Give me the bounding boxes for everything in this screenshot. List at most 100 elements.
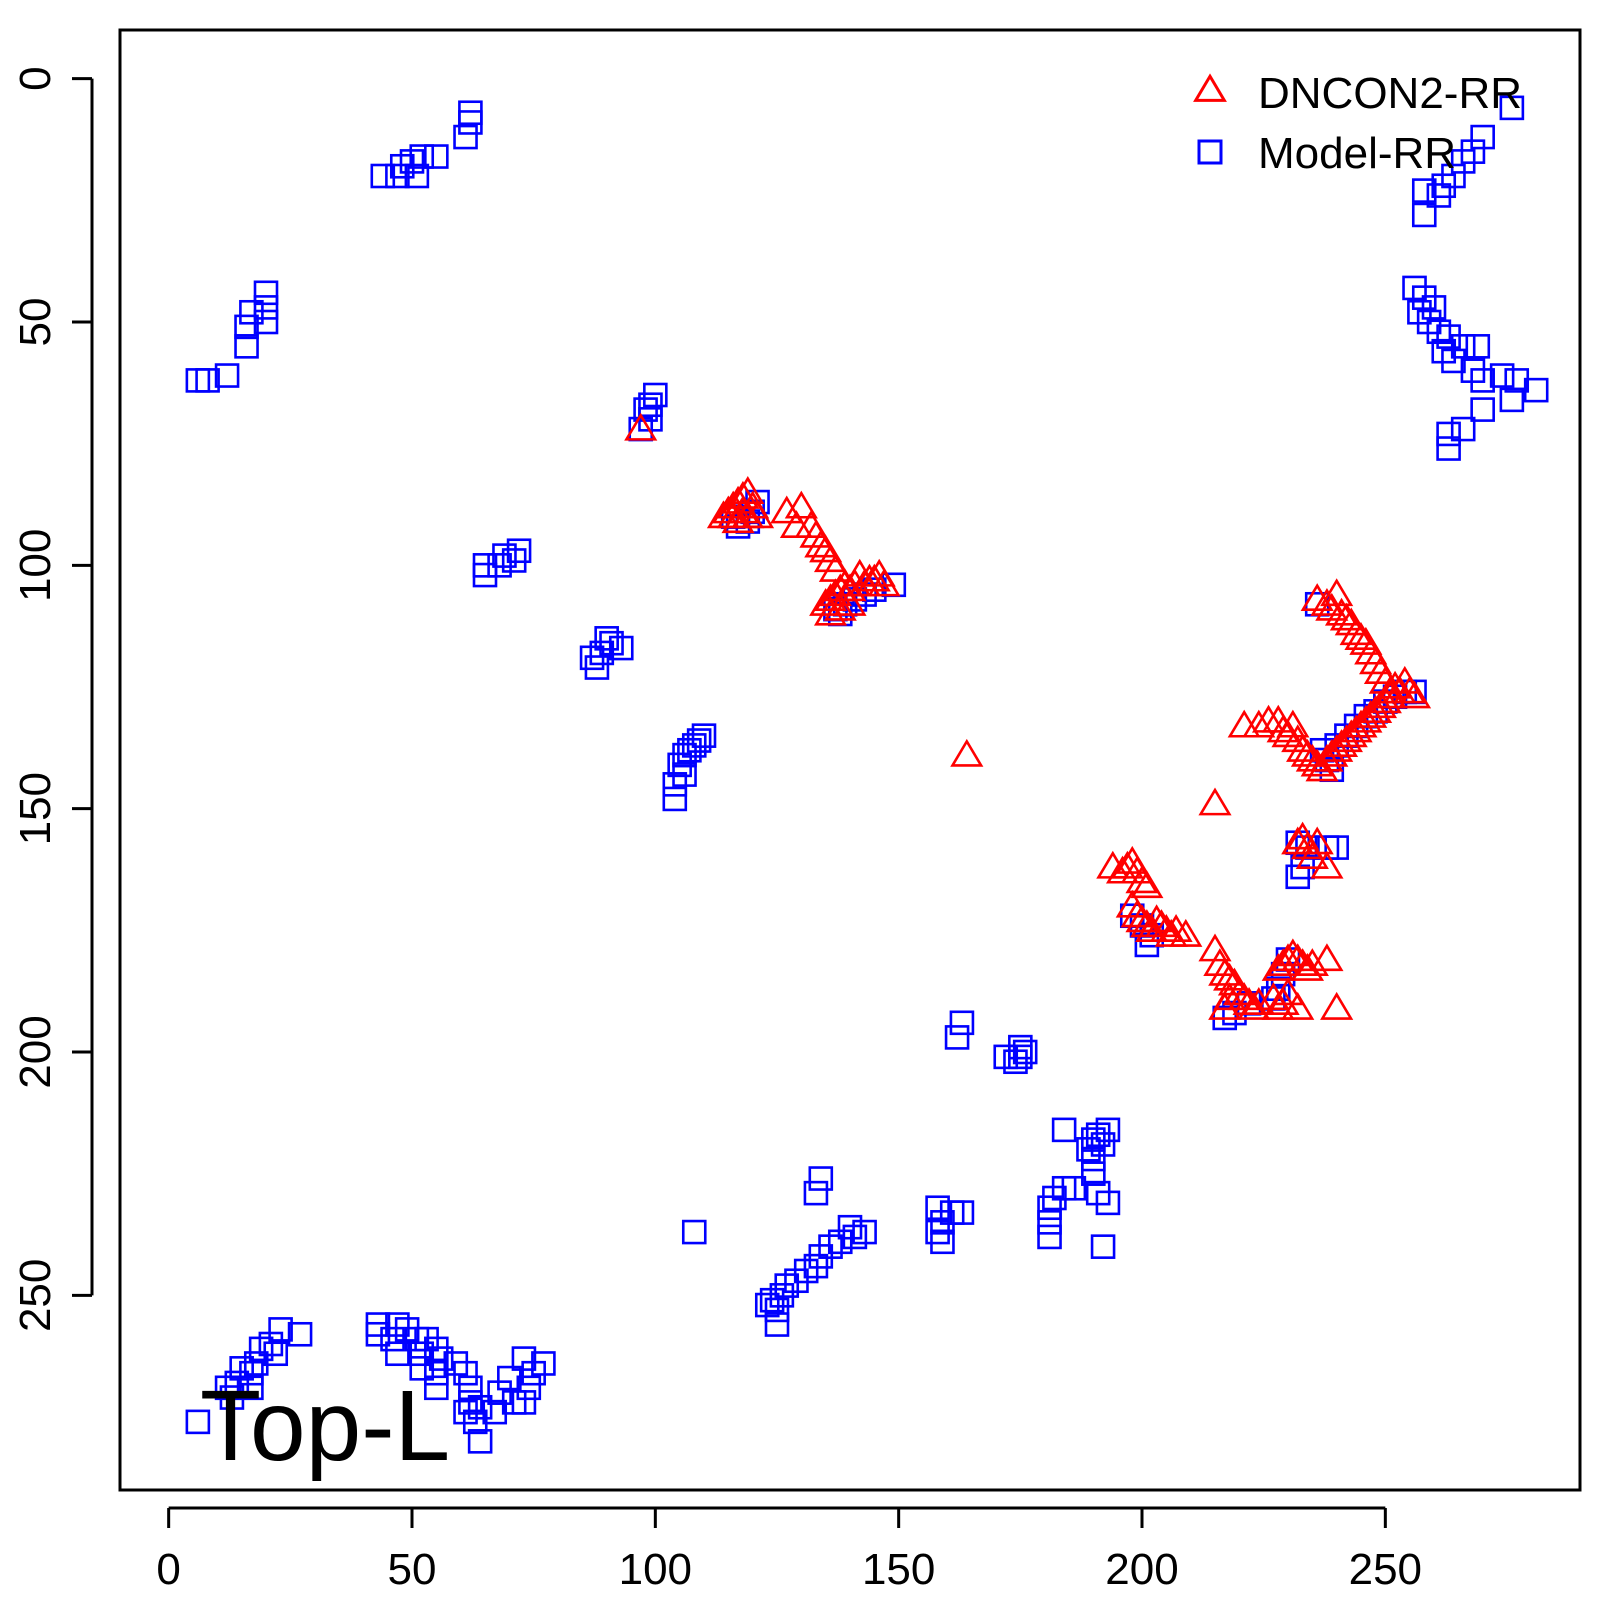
y-tick-label: 200	[11, 1015, 60, 1088]
dncon2-rr-point	[848, 568, 882, 597]
model-rr-point	[1095, 1117, 1121, 1143]
model-rr-point	[214, 363, 240, 388]
model-rr-point	[185, 1409, 211, 1435]
dncon2-rr-point	[1329, 724, 1363, 753]
dncon2-rr-point	[1310, 587, 1344, 616]
dncon2-rr-point	[1281, 991, 1315, 1020]
model-rr-point	[842, 1224, 868, 1250]
dncon2-rr-point	[857, 563, 891, 592]
dncon2-rr-point	[1281, 826, 1315, 855]
dncon2-rr-point	[1295, 841, 1329, 869]
dncon2-rr-point	[1373, 680, 1407, 709]
dncon2-rr-point	[1213, 982, 1247, 1011]
model-rr-point	[1008, 1034, 1033, 1060]
model-rr-point	[472, 562, 498, 588]
dncon2-rr-point	[1329, 602, 1363, 631]
model-rr-point	[1450, 416, 1476, 442]
dncon2-rr-point	[784, 490, 818, 519]
model-rr-point	[1037, 1195, 1062, 1221]
model-rr-point	[1411, 202, 1437, 228]
model-rr-point	[764, 1312, 790, 1337]
model-rr-point	[930, 1229, 955, 1255]
data-points	[185, 95, 1549, 1454]
model-rr-point	[219, 1385, 245, 1410]
model-rr-point	[453, 124, 478, 150]
model-rr-point	[458, 110, 483, 135]
dncon2-rr-point	[1242, 987, 1276, 1015]
model-rr-point	[764, 1297, 790, 1323]
x-tick-label: 200	[1105, 1545, 1178, 1594]
model-rr-point	[1090, 1234, 1116, 1259]
dncon2-rr-point	[1130, 870, 1164, 899]
dncon2-rr-point	[950, 738, 984, 767]
y-axis: 0 50 100 150 200 250	[11, 66, 94, 1332]
y-tick-label: 0	[11, 66, 60, 90]
model-rr-point	[404, 163, 430, 189]
model-rr-point	[584, 655, 610, 680]
model-rr-point	[253, 295, 279, 320]
legend-marker-triangle	[1193, 73, 1227, 102]
dncon2-rr-point	[1344, 622, 1378, 650]
dncon2-rr-point	[1159, 914, 1193, 942]
model-rr-point	[1095, 1190, 1121, 1216]
dncon2-rr-point	[1169, 918, 1203, 947]
x-tick-label: 50	[388, 1545, 437, 1594]
y-tick-label: 50	[11, 298, 60, 347]
dncon2-rr-point	[726, 495, 760, 524]
model-rr-point	[482, 1399, 508, 1425]
dncon2-rr-point	[1334, 719, 1368, 748]
dncon2-rr-point	[1359, 695, 1393, 723]
model-rr-point	[638, 392, 663, 418]
model-rr-point	[467, 1394, 493, 1420]
dncon2-rr-point	[1266, 714, 1300, 743]
model-rr-point	[803, 1180, 829, 1206]
dncon2-rr-point	[1310, 943, 1344, 972]
model-rr-point	[1037, 1224, 1062, 1250]
top-l-annotation: Top-L	[200, 1370, 450, 1482]
model-rr-point	[467, 1429, 493, 1454]
dncon2-rr-point	[1310, 743, 1344, 772]
model-rr-point	[248, 1336, 274, 1362]
dncon2-rr-point	[716, 500, 750, 529]
dncon2-rr-point	[1242, 709, 1276, 738]
x-tick-label: 150	[862, 1545, 935, 1594]
model-rr-point	[1489, 363, 1515, 388]
model-rr-point	[385, 1341, 410, 1367]
model-rr-point	[1037, 1210, 1062, 1235]
dncon2-rr-point	[1320, 991, 1354, 1020]
legend: DNCON2-RR Model-RR	[1193, 69, 1522, 178]
plot-frame	[118, 28, 1582, 1492]
model-rr-point	[1081, 1161, 1106, 1186]
model-rr-point	[1012, 1039, 1038, 1065]
dncon2-rr-point	[1315, 738, 1349, 767]
model-rr-point	[662, 786, 688, 812]
y-tick-label: 100	[11, 529, 60, 602]
dncon2-rr-point	[1368, 685, 1402, 714]
dncon2-rr-point	[1213, 962, 1247, 991]
model-rr-point	[234, 334, 259, 359]
model-rr-point	[185, 368, 211, 393]
dncon2-rr-point	[1324, 729, 1359, 758]
dncon2-rr-point	[833, 587, 867, 616]
model-rr-point	[1499, 95, 1525, 121]
model-rr-point	[516, 1375, 542, 1401]
dncon2-rr-point	[1315, 592, 1349, 621]
dncon2-rr-point	[867, 568, 901, 597]
dncon2-rr-point	[1300, 826, 1334, 855]
model-rr-point	[511, 1390, 537, 1415]
model-rr-point	[1465, 334, 1491, 359]
model-rr-point	[380, 1326, 405, 1352]
model-rr-point	[453, 1360, 478, 1386]
dncon2-rr-point	[823, 592, 857, 621]
dncon2-rr-point	[1266, 948, 1300, 977]
dncon2-rr-point	[1286, 821, 1320, 850]
x-axis: 0 50 100 150 200 250	[156, 1506, 1422, 1594]
model-rr-point	[1426, 183, 1452, 208]
model-rr-point	[1470, 368, 1495, 393]
model-rr-point	[681, 1219, 707, 1245]
model-rr-point	[365, 1321, 391, 1347]
model-rr-point	[1436, 436, 1461, 461]
model-rr-point	[409, 1341, 435, 1367]
dncon2-rr-point	[1344, 709, 1378, 738]
